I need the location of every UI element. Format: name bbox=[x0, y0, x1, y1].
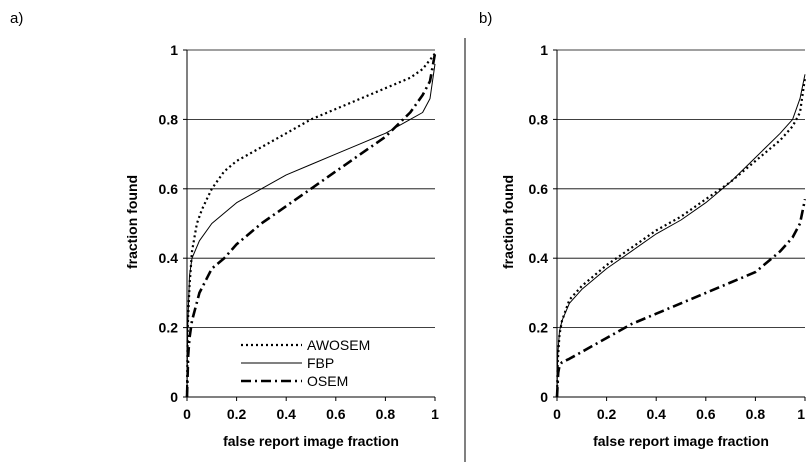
panel-a: a) fraction found false report image fra… bbox=[10, 10, 439, 449]
panel-a-y-tick-label: 1 bbox=[170, 42, 178, 58]
panel-a-x-tick-label: 1 bbox=[431, 406, 439, 422]
panel-b-y-tick-label: 0.6 bbox=[529, 181, 549, 197]
panel-b-plot-area: 0 0.2 0.4 0.6 0.8 1 0 0.2 0.4 0.6 0.8 1 bbox=[529, 42, 806, 422]
panel-a-x-tick-label: 0.6 bbox=[326, 406, 346, 422]
panel-a-y-tick-label: 0.4 bbox=[159, 250, 179, 266]
panel-b-xlabel: false report image fraction bbox=[593, 433, 769, 449]
panel-b-x-tick-label: 0 bbox=[553, 406, 561, 422]
panel-a-series-awosem bbox=[185, 52, 436, 398]
panel-a-y-tick-label: 0.6 bbox=[159, 181, 179, 197]
panel-b-y-tick-label: 1 bbox=[540, 42, 548, 58]
panel-a-y-tick-label: 0.8 bbox=[159, 111, 179, 127]
panel-b-label: b) bbox=[479, 10, 492, 27]
panel-b-series-awosem bbox=[555, 77, 806, 398]
panel-b-x-tick-label: 1 bbox=[797, 406, 805, 422]
panel-b-y-tick-label: 0.8 bbox=[529, 111, 549, 127]
panel-a-x-tick-label: 0.2 bbox=[227, 406, 247, 422]
panel-b-y-tick-label: 0.2 bbox=[529, 320, 549, 336]
panel-b-ylabel: fraction found bbox=[500, 175, 516, 269]
panel-b-x-tick-label: 0.8 bbox=[746, 406, 766, 422]
panel-a-plot-area: 0 0.2 0.4 0.6 0.8 1 0 0.2 0.4 0.6 0.8 1 AWOSEM FBP OSE… bbox=[159, 42, 440, 422]
panel-a-label: a) bbox=[10, 10, 23, 27]
legend-label-fbp: FBP bbox=[307, 355, 334, 371]
panel-a-x-tick-label: 0.8 bbox=[376, 406, 396, 422]
panel-a-x-tick-label: 0 bbox=[183, 406, 191, 422]
panel-a-series-osem bbox=[185, 53, 437, 398]
panel-b-x-tick-label: 0.2 bbox=[597, 406, 617, 422]
panel-a-xlabel: false report image fraction bbox=[223, 433, 399, 449]
panel-a-ylabel: fraction found bbox=[124, 175, 140, 269]
panel-b-x-tick-label: 0.4 bbox=[646, 406, 666, 422]
panel-b-x-tick-label: 0.6 bbox=[696, 406, 716, 422]
panel-a-series-fbp bbox=[186, 63, 436, 398]
panel-a-y-tick-label: 0.2 bbox=[159, 320, 179, 336]
legend-label-osem: OSEM bbox=[307, 373, 348, 389]
panel-b-series-osem bbox=[555, 198, 806, 398]
panel-b-y-tick-label: 0 bbox=[540, 389, 548, 405]
panel-b-series-fbp bbox=[556, 74, 806, 398]
panel-a-y-tick-label: 0 bbox=[170, 389, 178, 405]
legend-label-awosem: AWOSEM bbox=[307, 337, 370, 353]
panel-a-x-tick-label: 0.4 bbox=[276, 406, 296, 422]
panel-b-y-tick-label: 0.4 bbox=[529, 250, 549, 266]
panel-b: b) fraction found false report image fra… bbox=[479, 10, 806, 449]
